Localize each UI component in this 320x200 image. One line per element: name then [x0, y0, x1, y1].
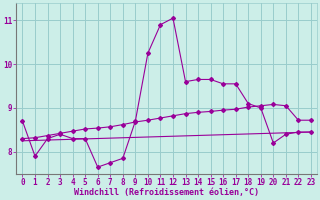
X-axis label: Windchill (Refroidissement éolien,°C): Windchill (Refroidissement éolien,°C): [74, 188, 259, 197]
